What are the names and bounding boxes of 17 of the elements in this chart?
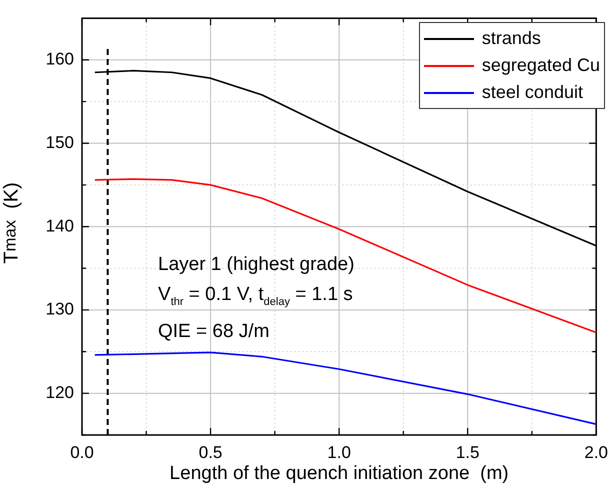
annotation: V$_{thr}$ = 0.1 V, t$_{delay}$ = 1.1 s — [158, 283, 354, 310]
x-tick-label: 1.0 — [327, 442, 351, 462]
y-tick-label: 130 — [46, 300, 74, 319]
y-tick-label: 160 — [46, 50, 74, 69]
x-tick-label: 1.5 — [456, 442, 480, 462]
legend-label: segregated Cu — [482, 54, 600, 77]
y-tick-label: 150 — [46, 132, 74, 152]
x-tick-label: 2.0 — [584, 442, 608, 462]
annotation: QIE = 68 J/m — [158, 320, 270, 344]
x-axis-title: Length of the quench initiation zone (m) — [170, 462, 509, 484]
y-tick-label: 140 — [46, 216, 74, 236]
annotation: Layer 1 (highest grade) — [158, 253, 354, 277]
y-tick-label: 120 — [46, 383, 74, 402]
legend-label: strands — [482, 27, 541, 50]
x-tick-label: 0.5 — [198, 442, 222, 462]
legend-label: steel conduit — [482, 81, 583, 104]
x-tick-label: 0.0 — [70, 442, 94, 462]
